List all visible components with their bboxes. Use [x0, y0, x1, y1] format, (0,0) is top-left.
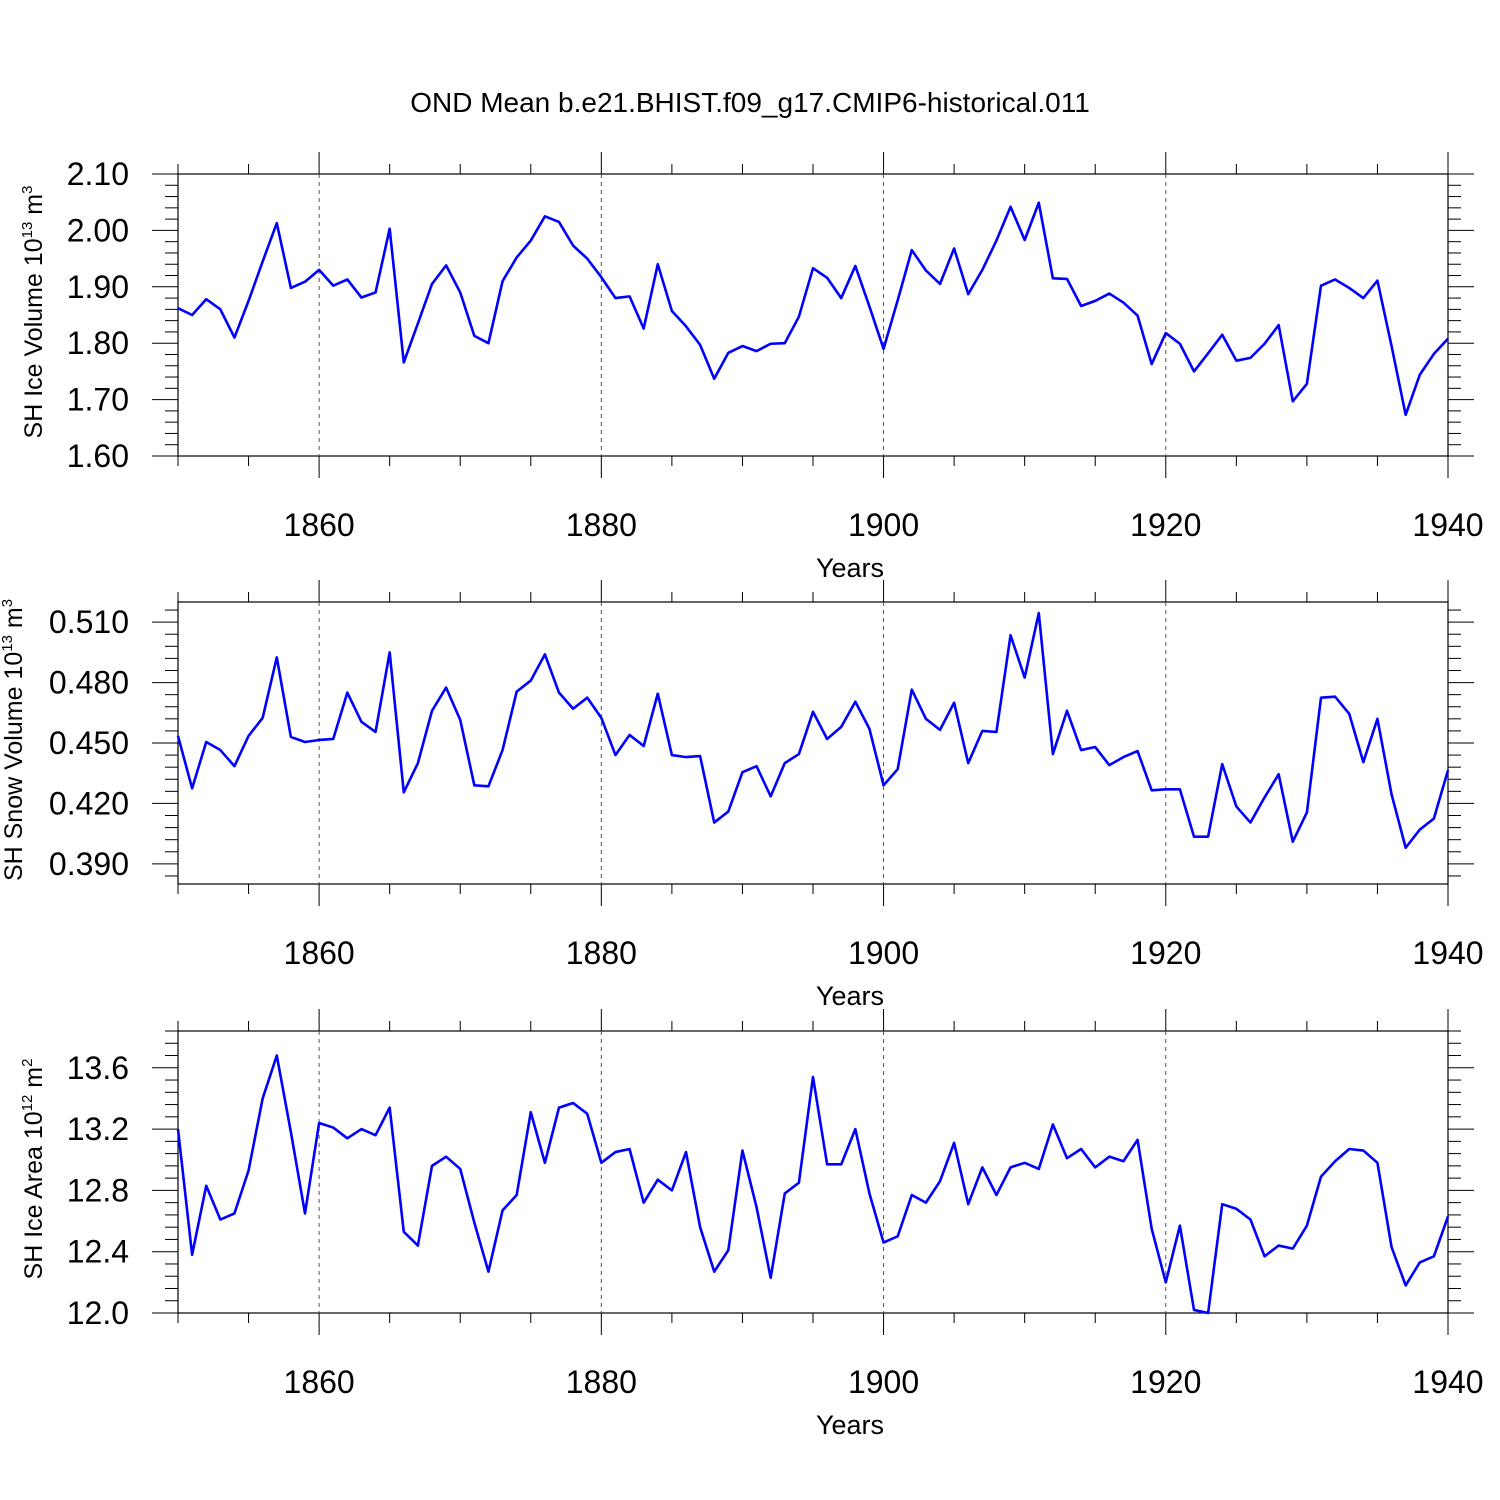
y-tick-label: 0.480: [49, 665, 129, 701]
y-tick-label: 1.60: [67, 438, 129, 474]
y-tick-label: 1.90: [67, 269, 129, 305]
series-line: [176, 611, 1450, 850]
x-tick-label: 1900: [848, 507, 919, 543]
y-axis-title-exponent: 13: [0, 635, 16, 652]
y-tick-label: 0.450: [49, 725, 129, 761]
y-axis-title-exponent: 12: [19, 1095, 36, 1112]
x-axis-title: Years: [816, 981, 884, 1011]
y-axis-title-unit: m: [20, 1067, 48, 1095]
y-tick-label: 0.420: [49, 785, 129, 821]
x-tick-label: 1860: [284, 507, 355, 543]
y-tick-label: 13.6: [67, 1050, 129, 1086]
plot-frame: [177, 601, 1449, 885]
panel-1: 1860 1880 1900 1920 1940 Years 1.60 1.70 1.80 1.9…: [19, 152, 1484, 583]
panel-3: 1860 1880 1900 1920 1940 Years 12.0 12.4 12.8 13.…: [19, 1009, 1484, 1440]
x-axis-title: Years: [816, 553, 884, 583]
x-tick-label: 1880: [566, 935, 637, 971]
y-tick-label: 12.0: [67, 1295, 129, 1331]
x-axis-title: Years: [816, 1410, 884, 1440]
y-tick-label: 0.510: [49, 604, 129, 640]
y-axis-title: SH Snow Volume 1013 m3: [0, 599, 28, 881]
y-tick-label: 1.80: [67, 325, 129, 361]
y-axis-title-text: SH Snow Volume 10: [0, 652, 28, 881]
x-tick-label: 1920: [1130, 935, 1201, 971]
x-tick-label: 1920: [1130, 507, 1201, 543]
y-axis-title-unit-exponent: 3: [0, 599, 16, 607]
x-tick-label: 1940: [1412, 507, 1483, 543]
x-tick-label: 1920: [1130, 1364, 1201, 1400]
series-line: [176, 1054, 1450, 1315]
y-axis-title: SH Ice Volume 1013 m3: [19, 186, 48, 439]
y-axis-title-unit-exponent: 2: [19, 1059, 36, 1067]
y-axis-title-text: SH Ice Area 10: [20, 1111, 48, 1279]
y-axis-title-exponent: 13: [19, 222, 36, 239]
y-axis-title: SH Ice Area 1012 m2: [19, 1059, 48, 1280]
x-tick-label: 1940: [1412, 1364, 1483, 1400]
y-tick-label: 2.00: [67, 212, 129, 248]
chart-title: OND Mean b.e21.BHIST.f09_g17.CMIP6-histo…: [410, 87, 1090, 118]
y-tick-label: 13.2: [67, 1111, 129, 1147]
y-axis-title-text: SH Ice Volume 10: [20, 238, 48, 438]
x-tick-label: 1860: [284, 1364, 355, 1400]
x-tick-label: 1860: [284, 935, 355, 971]
y-tick-label: 12.8: [67, 1172, 129, 1208]
x-tick-label: 1900: [848, 1364, 919, 1400]
y-axis-title-unit-exponent: 3: [19, 186, 36, 194]
panel-2: 1860 1880 1900 1920 1940 Years 0.390 0.420 0.450…: [0, 580, 1484, 1011]
x-tick-label: 1940: [1412, 935, 1483, 971]
plot-frame: [177, 1030, 1449, 1314]
x-tick-label: 1900: [848, 935, 919, 971]
y-tick-label: 1.70: [67, 382, 129, 418]
y-tick-label: 12.4: [67, 1234, 129, 1270]
plot-frame: [177, 173, 1449, 457]
y-tick-label: 2.10: [67, 156, 129, 192]
y-axis-title-unit: m: [20, 194, 48, 222]
y-axis-title-unit: m: [0, 607, 28, 635]
series-line: [177, 201, 1449, 417]
x-tick-label: 1880: [566, 507, 637, 543]
y-tick-label: 0.390: [49, 846, 129, 882]
x-tick-label: 1880: [566, 1364, 637, 1400]
